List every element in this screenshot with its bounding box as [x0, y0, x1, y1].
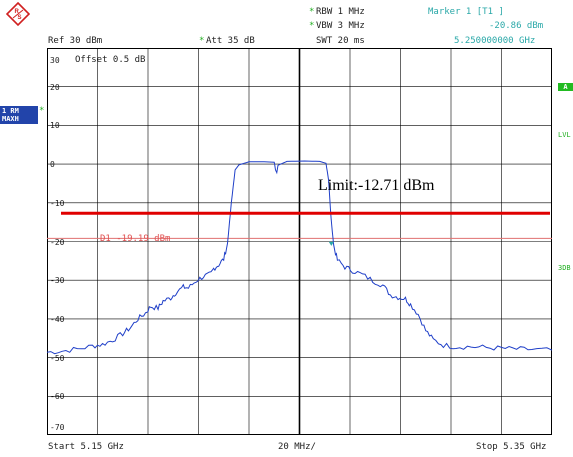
- attenuation-label: Att 35 dB: [206, 36, 255, 46]
- limit-label: Limit:-12.71 dBm: [318, 177, 435, 194]
- vbw-label: VBW 3 MHz: [316, 21, 365, 31]
- offset-label: Offset 0.5 dB: [75, 55, 146, 65]
- y-tick-label: 20: [50, 82, 60, 92]
- right-tag-lvl: LVL: [558, 131, 571, 139]
- y-tick-label: -70: [50, 423, 65, 432]
- rohde-schwarz-logo-icon: R S: [5, 1, 31, 27]
- marker-frequency: 5.250000000 GHz: [454, 36, 536, 46]
- y-tick-label: -10: [50, 198, 65, 208]
- sweep-time-label: SWT 20 ms: [316, 36, 365, 46]
- marker-1-icon: [328, 241, 334, 246]
- right-tag-a: A: [558, 83, 573, 91]
- span-per-div-label: 20 MHz/: [278, 442, 316, 452]
- marker-level: -20.86 dBm: [489, 21, 544, 31]
- y-tick-label: 10: [50, 121, 60, 131]
- start-frequency-label: Start 5.15 GHz: [48, 442, 124, 452]
- trace-mode-bottom: MAXH: [2, 115, 19, 123]
- rbw-label: RBW 1 MHz: [316, 7, 365, 17]
- svg-text:S: S: [18, 15, 22, 21]
- spectrum-trace: [46, 160, 553, 355]
- y-tick-label: -20: [50, 237, 65, 247]
- y-tick-label: -40: [50, 314, 65, 324]
- y-tick-label: -60: [50, 392, 65, 402]
- trace-mode-top: 1 RM: [2, 107, 19, 115]
- y-tick-label: -50: [50, 353, 65, 363]
- right-tag-3db: 3DB: [558, 264, 571, 272]
- y-tick-label: 0: [50, 160, 55, 170]
- att-star: *: [199, 36, 205, 46]
- y-tick-label: 30: [50, 56, 60, 65]
- marker-title: Marker 1 [T1 ]: [428, 7, 504, 17]
- trace-star: *: [39, 106, 45, 116]
- vbw-star: *: [309, 21, 315, 31]
- d1-label: D1 -19.19 dBm: [100, 234, 171, 244]
- ref-level-label: Ref 30 dBm: [48, 36, 103, 46]
- stop-frequency-label: Stop 5.35 GHz: [476, 442, 547, 452]
- trace-mode-badge: 1 RM MAXH: [0, 106, 38, 124]
- rbw-star: *: [309, 7, 315, 17]
- svg-text:R: R: [15, 9, 20, 15]
- y-tick-label: -30: [50, 276, 65, 286]
